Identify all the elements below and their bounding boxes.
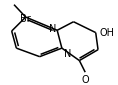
Text: O: O [81,75,89,84]
Text: OH: OH [99,28,114,38]
Text: Br: Br [20,14,30,24]
Text: N: N [64,49,71,58]
Text: N: N [49,24,57,35]
